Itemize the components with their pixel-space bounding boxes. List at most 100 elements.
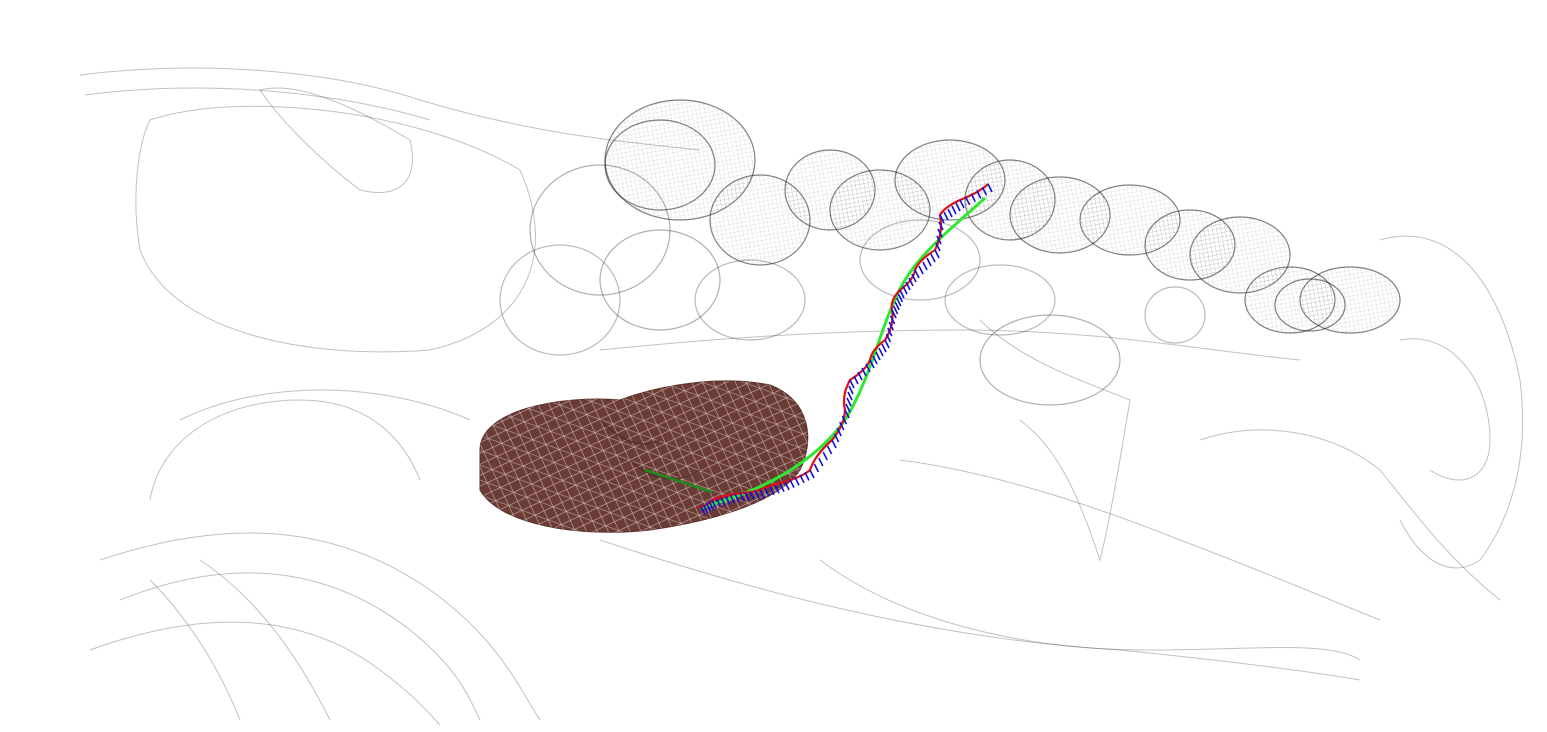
vector-tick: [930, 253, 936, 263]
bowel-loop: [599, 229, 721, 331]
vector-tick: [779, 483, 785, 492]
vector-tick: [872, 355, 878, 365]
vector-tick: [951, 205, 957, 215]
vector-tick: [799, 474, 805, 484]
vector-tick: [729, 494, 736, 504]
vector-tick: [789, 479, 795, 488]
vector-tick: [902, 285, 908, 295]
skeleton-wireframe: [79, 67, 1524, 726]
vector-tick: [739, 492, 745, 502]
vector-tick: [887, 327, 893, 337]
vector-tick: [700, 506, 706, 515]
rib-outline: [99, 532, 541, 721]
vector-tick: [875, 351, 881, 361]
bowel-loop: [944, 264, 1056, 336]
vector-tick: [899, 289, 905, 299]
vector-tick: [841, 415, 848, 425]
vector-tick: [918, 265, 924, 275]
vector-tick: [935, 242, 941, 252]
organ-fold: [599, 419, 701, 480]
right-outline: [1199, 429, 1501, 601]
vector-tick: [804, 472, 810, 481]
bowel-loop: [979, 314, 1121, 406]
vector-tick: [836, 427, 842, 437]
vector-tick: [865, 363, 871, 373]
vector-tick: [894, 301, 900, 311]
vector-tick: [711, 499, 717, 509]
vector-tick: [861, 367, 867, 377]
vector-tick: [813, 463, 820, 473]
vector-tick: [885, 333, 892, 343]
vector-tick: [857, 371, 863, 381]
vector-tick: [853, 375, 859, 385]
pelvis-inner: [1399, 338, 1491, 481]
vector-tick: [938, 221, 944, 231]
vector-tick: [744, 492, 750, 501]
vector-tick: [934, 249, 940, 259]
vector-tick: [987, 183, 993, 193]
intestine-loops: [499, 99, 1401, 406]
vector-tick: [922, 261, 928, 271]
vector-tick: [794, 476, 800, 486]
bowel-loop: [529, 164, 671, 296]
vector-tick: [908, 277, 914, 287]
vector-tick: [818, 457, 824, 467]
vector-tick: [896, 297, 902, 307]
vector-tick: [833, 433, 840, 443]
vector-tick: [847, 391, 853, 401]
vector-tick: [725, 496, 731, 505]
ventral-outline: [599, 329, 1301, 361]
vector-tick: [947, 208, 953, 218]
scapula-outline: [259, 87, 414, 194]
bowel-loop: [859, 219, 981, 301]
vector-tick: [749, 491, 755, 500]
vector-tick: [844, 409, 850, 419]
bowel-loop: [1144, 286, 1206, 344]
organ-mesh: [479, 380, 809, 533]
vector-tick: [964, 196, 971, 206]
rib-outline: [119, 572, 481, 721]
vector-tick: [892, 305, 899, 315]
vector-tick: [839, 421, 845, 431]
bowel-loop: [1299, 266, 1401, 334]
vector-tick: [955, 202, 961, 212]
spine-outline: [79, 67, 701, 151]
vector-tick: [970, 193, 976, 202]
rib-outline: [89, 621, 441, 726]
pelvis-outline: [1379, 235, 1524, 569]
vector-tick: [891, 309, 897, 319]
vector-tick: [845, 403, 851, 413]
vector-tick: [884, 339, 890, 349]
entry-segment: [644, 468, 713, 494]
limb-outline: [979, 319, 1131, 562]
bowel-loop: [604, 119, 716, 211]
vector-tick: [911, 273, 917, 283]
rib-outline: [199, 559, 331, 721]
left-outline: [149, 399, 421, 501]
rib-outline: [149, 579, 241, 721]
vector-tick: [720, 497, 726, 506]
vector-tick: [759, 489, 765, 499]
vector-tick: [754, 490, 760, 500]
vector-tick: [943, 211, 949, 221]
vector-tick: [926, 257, 932, 267]
vector-tick: [809, 469, 815, 479]
trajectory-group: [644, 183, 993, 515]
vector-tick: [888, 321, 894, 331]
vector-tick: [981, 186, 988, 196]
vector-tick: [715, 498, 722, 508]
vector-tick: [936, 235, 942, 245]
vector-tick: [826, 445, 833, 455]
vector-tick: [764, 488, 770, 497]
vector-tick: [937, 228, 943, 238]
vector-tick: [878, 347, 884, 357]
vector-tick: [774, 484, 780, 494]
vector-tick: [784, 481, 790, 491]
vector-tick: [905, 281, 911, 291]
vector-tick: [822, 451, 828, 461]
bowel-loop: [499, 244, 621, 356]
vector-tick: [881, 343, 887, 353]
bowel-loop: [694, 259, 806, 341]
